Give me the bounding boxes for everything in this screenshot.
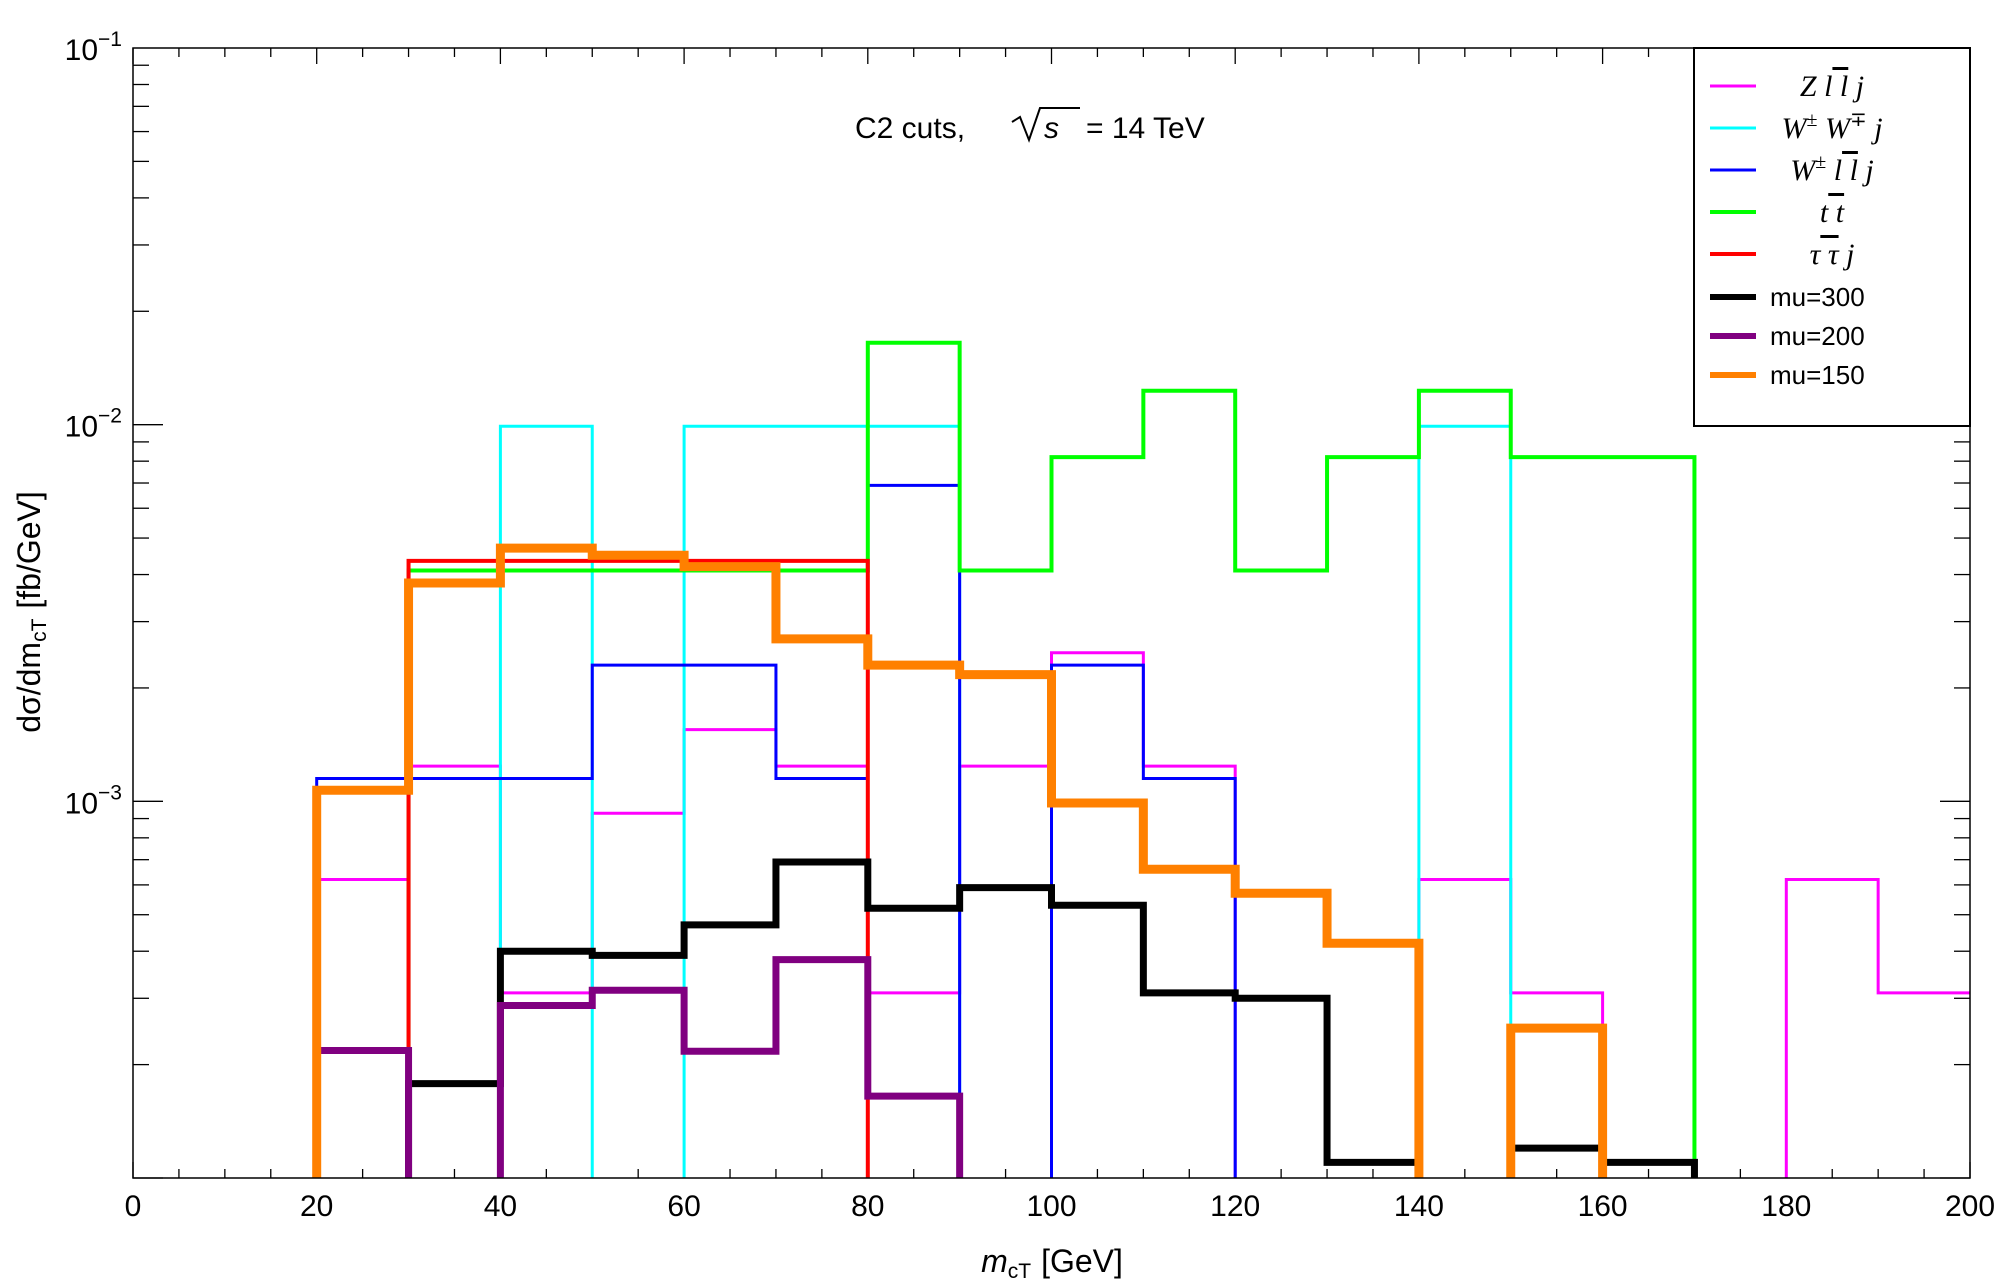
chart-annotation: C2 cuts, s = 14 TeV	[855, 107, 1205, 145]
x-tick-label: 60	[667, 1190, 700, 1223]
x-axis-title: mcT [GeV]	[981, 1243, 1123, 1283]
series-1-step-line	[498, 424, 1513, 1178]
x-tick-label: 80	[851, 1190, 884, 1223]
legend-label-3: t t	[1820, 196, 1845, 229]
x-title-unit: [GeV]	[1041, 1243, 1123, 1279]
y-title-main: dσ/dm	[11, 642, 47, 733]
svg-text:dσ/dmcT[fb/GeV]: dσ/dmcT [fb/GeV]	[11, 491, 51, 733]
series-2-step-line	[315, 483, 1237, 1178]
series-layer	[312, 340, 1970, 1178]
ticks-layer: 0 20 40 60 80 100 120 140 160 180 200 10−1 10−2 10−3	[65, 28, 1995, 1223]
y-tick-label: 10−3	[65, 781, 122, 820]
y-title-unit: [fb/GeV]	[11, 491, 47, 608]
series-6-step-line	[313, 956, 964, 1178]
legend-label-5: mu=300	[1770, 282, 1865, 312]
y-axis-title: dσ/dmcT [fb/GeV]	[11, 491, 51, 733]
legend: Z l l j W± W∓ j W± l l j t t τ τ j mu=300 mu=2…	[1693, 47, 1971, 427]
x-title-sub: cT	[1008, 1260, 1032, 1283]
x-tick-label: 40	[484, 1190, 517, 1223]
x-tick-label: 140	[1394, 1190, 1444, 1223]
y-title-sub: cT	[28, 618, 51, 642]
legend-label-1: W± W∓ j	[1781, 109, 1882, 145]
legend-label-4: τ τ j	[1810, 238, 1855, 271]
x-tick-label: 120	[1210, 1190, 1260, 1223]
plot-frame	[132, 47, 1971, 1179]
x-tick-label: 200	[1945, 1190, 1995, 1223]
x-tick-label: 20	[300, 1190, 333, 1223]
legend-label-7: mu=150	[1770, 360, 1865, 390]
y-tick-label: 10−2	[65, 405, 122, 444]
annotation-prefix: C2 cuts,	[855, 112, 965, 145]
x-title-main: m	[981, 1243, 1008, 1279]
legend-label-6: mu=200	[1770, 321, 1865, 351]
x-tick-label: 160	[1578, 1190, 1628, 1223]
svg-text:mcT[GeV]: mcT [GeV]	[981, 1243, 1123, 1283]
legend-box	[1693, 47, 1971, 427]
sqrt-sign-icon	[1011, 107, 1080, 143]
x-tick-label: 100	[1026, 1190, 1076, 1223]
x-tick-label: 0	[125, 1190, 142, 1223]
series-7-step-line	[312, 543, 1608, 1178]
x-tick-label: 180	[1761, 1190, 1811, 1223]
annotation-suffix: = 14 TeV	[1086, 112, 1205, 145]
legend-label-0: Z l l j	[1800, 70, 1864, 103]
legend-label-2: W± l l j	[1790, 151, 1874, 187]
annotation-sqrt-arg: s	[1044, 112, 1059, 145]
y-tick-label: 10−1	[65, 28, 122, 67]
